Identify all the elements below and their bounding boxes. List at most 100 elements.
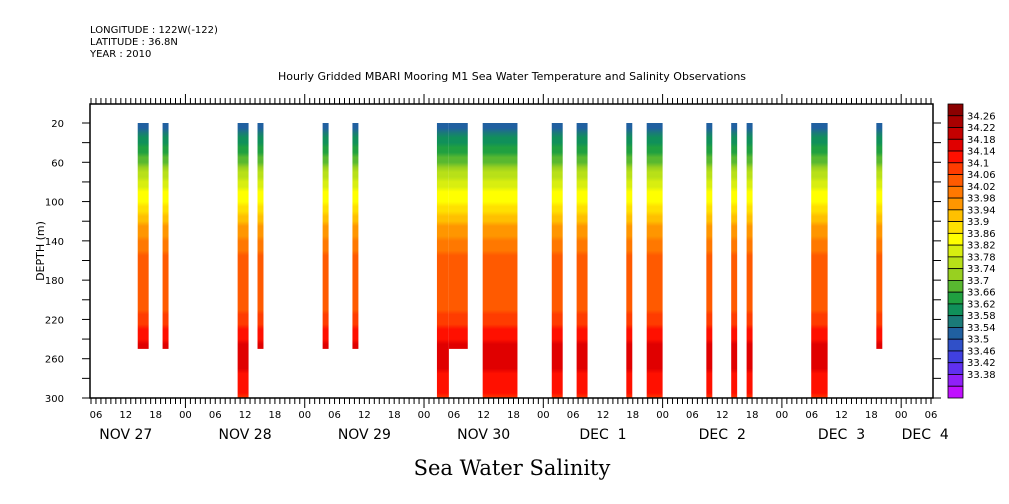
x-hour-label: 06 — [209, 410, 222, 421]
colorbar-label: 34.14 — [967, 147, 996, 158]
x-hour-label: 12 — [239, 410, 252, 421]
x-hour-label: 00 — [298, 410, 311, 421]
data-segment — [482, 123, 518, 398]
colorbar-swatch — [947, 197, 964, 211]
data-segment — [352, 123, 359, 349]
data-segment — [137, 123, 149, 349]
year-label: YEAR : 2010 — [90, 49, 152, 60]
colorbar-swatch — [947, 221, 964, 234]
data-segment — [646, 123, 663, 398]
colorbar-label: 33.42 — [967, 358, 996, 369]
colorbar-swatch — [947, 279, 964, 293]
colorbar-label: 33.54 — [967, 323, 996, 334]
data-segment — [237, 123, 249, 398]
colorbar-label: 34.1 — [967, 158, 989, 169]
colorbar-swatch — [947, 127, 964, 140]
colorbar-label: 33.62 — [967, 299, 996, 310]
y-tick-label: 260 — [45, 355, 64, 366]
x-hour-label: 18 — [388, 410, 401, 421]
x-hour-label: 00 — [656, 410, 669, 421]
x-hour-label: 00 — [179, 410, 192, 421]
colorbar-label: 33.78 — [967, 252, 996, 263]
x-hour-label: 12 — [358, 410, 371, 421]
colorbar-label: 34.06 — [967, 170, 996, 181]
colorbar-swatch — [947, 232, 964, 246]
variable-label: Sea Water Salinity — [414, 456, 611, 480]
y-tick-label: 20 — [51, 119, 64, 130]
colorbar-label: 33.98 — [967, 194, 996, 205]
data-segment — [626, 123, 633, 398]
data-segment — [706, 123, 713, 398]
x-hour-label: 12 — [119, 410, 132, 421]
x-hour-label: 12 — [716, 410, 729, 421]
y-tick-label: 100 — [45, 198, 64, 209]
y-tick-label: 220 — [45, 315, 64, 326]
x-hour-label: 12 — [597, 410, 610, 421]
day-label: NOV 28 — [219, 427, 272, 443]
x-hour-label: 06 — [805, 410, 818, 421]
data-segment — [448, 123, 468, 349]
colorbar-label: 34.26 — [967, 111, 996, 122]
longitude-label: LONGITUDE : 122W(-122) — [90, 25, 218, 36]
colorbar-swatch — [947, 256, 964, 270]
x-hour-label: 18 — [626, 410, 639, 421]
colorbar-label: 33.9 — [967, 217, 989, 228]
colorbar-label: 34.22 — [967, 123, 996, 134]
x-hour-label: 18 — [149, 410, 162, 421]
data-segment — [731, 123, 738, 398]
latitude-label: LATITUDE : 36.8N — [90, 37, 178, 48]
colorbar-swatch — [947, 291, 964, 305]
data-segment — [551, 123, 563, 398]
x-hour-label: 06 — [567, 410, 580, 421]
day-label: DEC 4 — [902, 427, 949, 443]
colorbar-label: 34.02 — [967, 182, 996, 193]
data-segment — [436, 123, 449, 398]
y-tick-label: 60 — [51, 158, 64, 169]
colorbar-swatch — [947, 162, 964, 175]
data-segment — [811, 123, 828, 398]
day-label: DEC 1 — [579, 427, 626, 443]
data-segment — [257, 123, 264, 349]
y-tick-label: 300 — [45, 394, 64, 405]
x-hour-label: 06 — [686, 410, 699, 421]
x-hour-label: 06 — [328, 410, 341, 421]
colorbar-swatch — [947, 385, 964, 399]
data-segment — [162, 123, 169, 349]
y-axis: 20 60 100 140 180 220 260 300 — [45, 119, 941, 405]
day-label: DEC 3 — [818, 427, 865, 443]
data-segments — [137, 123, 883, 398]
y-axis-label: DEPTH (m) — [34, 221, 47, 281]
colorbar-swatch — [947, 362, 964, 375]
y-tick-label: 180 — [45, 276, 64, 287]
day-label: NOV 29 — [338, 427, 391, 443]
x-hour-label: 06 — [925, 410, 938, 421]
x-hour-label: 12 — [477, 410, 490, 421]
x-hour-label: 18 — [269, 410, 282, 421]
colorbar-swatch — [947, 374, 964, 387]
day-label: DEC 2 — [699, 427, 746, 443]
x-hour-label: 00 — [418, 410, 431, 421]
y-tick-label: 140 — [45, 237, 64, 248]
colorbar-label: 33.86 — [967, 229, 996, 240]
x-hour-label: 06 — [447, 410, 460, 421]
colorbar-label: 33.46 — [967, 346, 996, 357]
x-hour-label: 18 — [746, 410, 759, 421]
x-hour-label: 18 — [507, 410, 520, 421]
colorbar-swatch — [947, 209, 964, 222]
colorbar-label: 33.66 — [967, 288, 996, 299]
colorbar-label: 33.82 — [967, 241, 996, 252]
data-segment — [322, 123, 329, 349]
colorbar-label: 33.5 — [967, 335, 989, 346]
chart-title: Hourly Gridded MBARI Mooring M1 Sea Wate… — [278, 70, 746, 83]
x-hour-label: 18 — [865, 410, 878, 421]
colorbar: 34.2634.2234.1834.1434.134.0634.0233.983… — [947, 103, 996, 399]
x-hour-label: 00 — [776, 410, 789, 421]
day-label: NOV 30 — [457, 427, 510, 443]
colorbar-label: 33.58 — [967, 311, 996, 322]
colorbar-swatch — [947, 315, 964, 328]
colorbar-swatch — [947, 185, 964, 199]
colorbar-swatch — [947, 338, 964, 352]
x-hour-label: 00 — [537, 410, 550, 421]
colorbar-swatch — [947, 303, 964, 317]
